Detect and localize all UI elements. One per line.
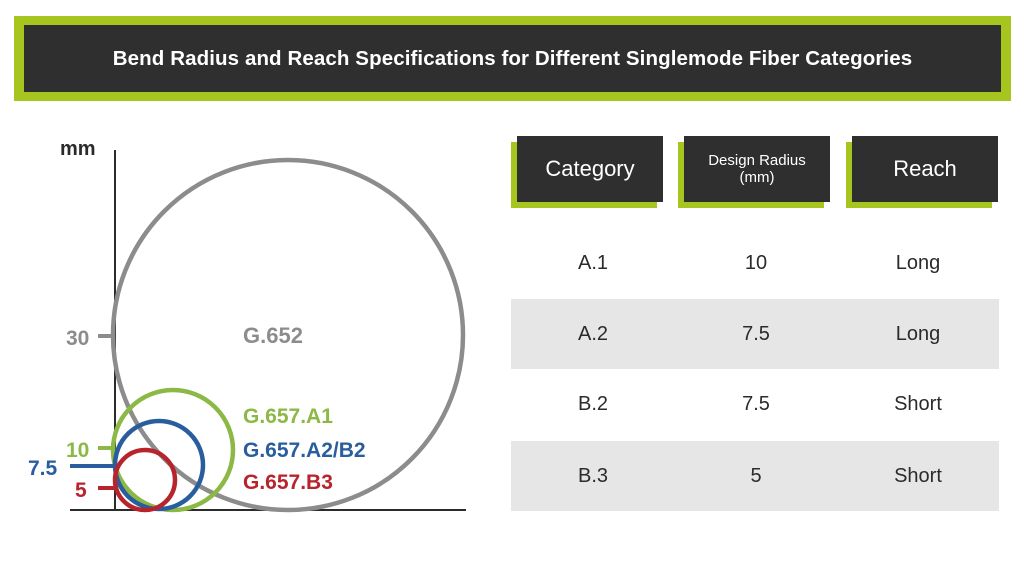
header-reach: Reach (846, 136, 998, 208)
label-g657-b3: G.657.B3 (243, 471, 333, 494)
cell-design-radius: 10 (744, 251, 768, 274)
cell-category: B.2 (577, 392, 609, 415)
cell-reach: Short (894, 392, 942, 415)
header-category-label: Category (545, 156, 635, 181)
cell-reach: Long (895, 322, 941, 345)
label-g652: G.652 (243, 323, 303, 348)
header-design-radius-face: Design Radius (mm) (684, 136, 830, 202)
header-design-radius-label: Design Radius (mm) (708, 152, 806, 186)
table-row: B.3 5 Short (511, 441, 999, 511)
axis-unit-label: mm (60, 138, 96, 160)
cell-reach: Short (894, 464, 942, 487)
page-title: Bend Radius and Reach Specifications for… (112, 46, 913, 70)
header-reach-face: Reach (852, 136, 998, 202)
cell-design-radius: 7.5 (742, 322, 770, 345)
label-g657-a1: G.657.A1 (243, 405, 333, 428)
header-design-radius: Design Radius (mm) (678, 136, 830, 208)
table-row: B.2 7.5 Short (511, 369, 999, 439)
header-category: Category (511, 136, 663, 208)
table-row: A.1 10 Long (511, 228, 999, 298)
header-reach-label: Reach (893, 156, 957, 181)
cell-design-radius: 7.5 (742, 392, 770, 415)
title-banner-inner: Bend Radius and Reach Specifications for… (24, 25, 1001, 92)
bend-radius-diagram: mm 30 10 7.5 5 G.652 G.657.A1 G.657.A2/B… (28, 138, 466, 513)
cell-reach: Long (895, 251, 941, 274)
title-banner: Bend Radius and Reach Specifications for… (14, 16, 1011, 101)
cell-design-radius: 5 (750, 464, 762, 487)
circle-g657-a2-b2 (112, 418, 206, 512)
header-category-face: Category (517, 136, 663, 202)
tick-label-10: 10 (66, 439, 89, 462)
tick-label-5: 5 (75, 479, 87, 502)
cell-category: A.2 (577, 322, 609, 345)
circle-g657-b3 (112, 447, 178, 513)
table-row: A.2 7.5 Long (511, 299, 999, 369)
label-g657-a2-b2: G.657.A2/B2 (243, 439, 366, 462)
tick-label-30: 30 (66, 327, 89, 350)
tick-label-7-5: 7.5 (28, 457, 58, 480)
cell-category: B.3 (577, 464, 609, 487)
cell-category: A.1 (577, 251, 609, 274)
